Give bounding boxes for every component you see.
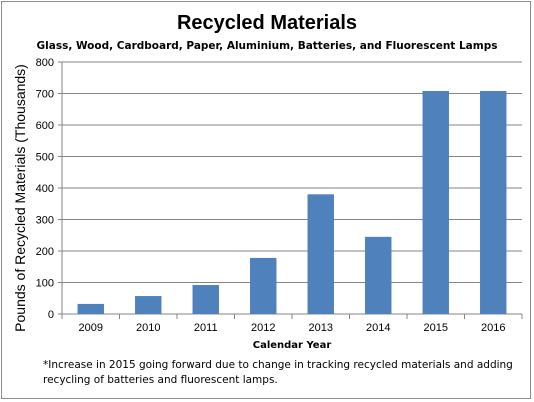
y-tick-label: 500 (36, 152, 54, 164)
x-tick-label-2016: 2016 (481, 322, 505, 334)
x-tick-label-2013: 2013 (309, 322, 333, 334)
bar-2009 (77, 303, 104, 314)
x-tick-label-2012: 2012 (251, 322, 275, 334)
bar-2014 (365, 236, 392, 314)
x-tick-label-2009: 2009 (79, 322, 103, 334)
bar-2016 (480, 90, 507, 314)
y-tick-label: 200 (36, 246, 54, 258)
x-tick-label-2014: 2014 (366, 322, 390, 334)
bar-2015 (422, 90, 449, 314)
y-tick-label: 400 (36, 183, 54, 195)
chart-title: Recycled Materials (176, 12, 358, 34)
y-tick-label: 100 (36, 278, 54, 290)
x-tick-label-2010: 2010 (136, 322, 160, 334)
y-tick-label: 700 (36, 89, 54, 101)
x-tick-label-2011: 2011 (194, 322, 218, 334)
bar-2011 (192, 285, 219, 314)
bar-2013 (307, 194, 334, 314)
chart-footnote: *Increase in 2015 going forward due to c… (43, 359, 513, 386)
x-tick-label-2015: 2015 (424, 322, 448, 334)
y-tick-label: 800 (36, 57, 54, 69)
bar-2012 (250, 257, 277, 314)
bar-2010 (135, 296, 162, 314)
chart-subtitle: Glass, Wood, Cardboard, Paper, Aluminium… (36, 40, 498, 52)
y-tick-label: 0 (48, 309, 54, 321)
y-tick-label: 300 (36, 215, 54, 227)
y-tick-label: 600 (36, 120, 54, 132)
x-axis-label: Calendar Year (252, 340, 332, 351)
